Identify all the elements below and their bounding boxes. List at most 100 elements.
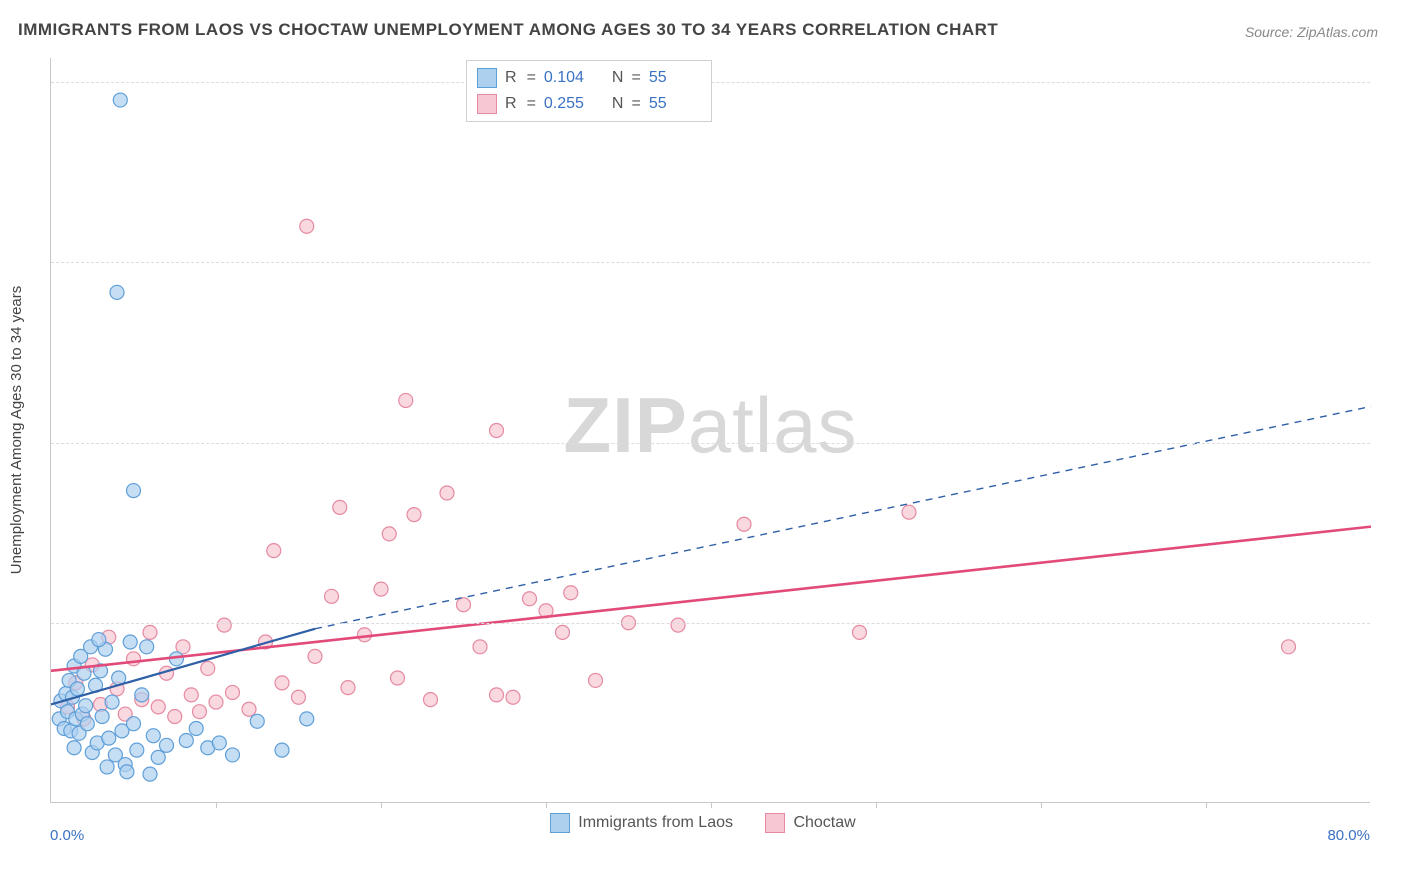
scatter-point-b (184, 688, 198, 702)
scatter-point-b (490, 688, 504, 702)
gridline-h (51, 623, 1370, 624)
scatter-point-a (212, 736, 226, 750)
scatter-point-a (140, 640, 154, 654)
scatter-point-b (1282, 640, 1296, 654)
n-label-a: N (612, 69, 624, 87)
scatter-point-a (250, 714, 264, 728)
scatter-point-a (113, 93, 127, 107)
r-label-a: R (505, 69, 517, 87)
scatter-point-b (333, 500, 347, 514)
y-tick-label: 60.0% (1380, 74, 1406, 91)
legend-bottom-swatch-a-icon (550, 813, 570, 833)
scatter-point-b (407, 508, 421, 522)
legend-swatch-a-icon (477, 68, 497, 88)
x-minor-tick (546, 802, 547, 808)
scatter-point-b (143, 625, 157, 639)
scatter-point-b (226, 685, 240, 699)
legend-bottom-item-b: Choctaw (765, 813, 855, 833)
x-minor-tick (711, 802, 712, 808)
scatter-point-a (135, 688, 149, 702)
scatter-point-b (490, 424, 504, 438)
scatter-point-b (374, 582, 388, 596)
scatter-point-a (179, 734, 193, 748)
scatter-point-a (127, 717, 141, 731)
gridline-h (51, 262, 1370, 263)
legend-bottom: Immigrants from Laos Choctaw (0, 813, 1406, 838)
legend-stats-box: R = 0.104 N = 55 R = 0.255 N = 55 (466, 60, 712, 122)
scatter-point-a (300, 712, 314, 726)
scatter-point-a (70, 682, 84, 696)
scatter-point-b (902, 505, 916, 519)
source-label: Source: ZipAtlas.com (1245, 24, 1378, 40)
x-minor-tick (1206, 802, 1207, 808)
scatter-point-b (424, 693, 438, 707)
y-tick-label: 45.0% (1380, 254, 1406, 271)
legend-stats-row-1: R = 0.104 N = 55 (477, 65, 701, 91)
scatter-point-b (391, 671, 405, 685)
n-label-b: N (612, 95, 624, 113)
r-label-b: R (505, 95, 517, 113)
n-value-b: 55 (649, 95, 701, 113)
scatter-point-b (341, 681, 355, 695)
scatter-point-b (382, 527, 396, 541)
trendline-b (51, 527, 1371, 671)
scatter-point-b (275, 676, 289, 690)
legend-bottom-label-b: Choctaw (793, 814, 855, 832)
scatter-point-a (79, 699, 93, 713)
scatter-point-a (102, 731, 116, 745)
scatter-point-a (120, 765, 134, 779)
gridline-h (51, 443, 1370, 444)
scatter-point-b (201, 661, 215, 675)
scatter-point-a (160, 738, 174, 752)
scatter-point-a (143, 767, 157, 781)
scatter-point-b (853, 625, 867, 639)
scatter-point-a (92, 633, 106, 647)
scatter-point-a (110, 285, 124, 299)
scatter-point-b (589, 673, 603, 687)
legend-bottom-label-a: Immigrants from Laos (578, 814, 733, 832)
scatter-point-a (226, 748, 240, 762)
scatter-point-b (127, 652, 141, 666)
scatter-point-b (168, 709, 182, 723)
legend-bottom-swatch-b-icon (765, 813, 785, 833)
scatter-point-a (80, 717, 94, 731)
scatter-point-b (267, 544, 281, 558)
y-axis-label: Unemployment Among Ages 30 to 34 years (8, 286, 25, 575)
scatter-point-a (275, 743, 289, 757)
legend-stats-row-2: R = 0.255 N = 55 (477, 91, 701, 117)
scatter-point-b (151, 700, 165, 714)
r-value-b: 0.255 (544, 95, 596, 113)
x-minor-tick (381, 802, 382, 808)
scatter-point-a (95, 709, 109, 723)
scatter-point-b (193, 705, 207, 719)
r-value-a: 0.104 (544, 69, 596, 87)
trendline-a-dashed (315, 406, 1371, 628)
scatter-point-b (671, 618, 685, 632)
scatter-point-b (523, 592, 537, 606)
scatter-point-b (399, 393, 413, 407)
scatter-point-a (100, 760, 114, 774)
scatter-point-b (473, 640, 487, 654)
scatter-point-b (209, 695, 223, 709)
scatter-point-b (217, 618, 231, 632)
scatter-point-a (123, 635, 137, 649)
scatter-point-b (308, 649, 322, 663)
scatter-point-b (325, 589, 339, 603)
chart-title: IMMIGRANTS FROM LAOS VS CHOCTAW UNEMPLOY… (18, 20, 998, 40)
scatter-point-b (292, 690, 306, 704)
scatter-point-b (242, 702, 256, 716)
scatter-point-b (457, 598, 471, 612)
scatter-point-b (737, 517, 751, 531)
scatter-point-a (146, 729, 160, 743)
y-tick-label: 30.0% (1380, 434, 1406, 451)
legend-swatch-b-icon (477, 94, 497, 114)
scatter-point-b (300, 219, 314, 233)
x-minor-tick (1041, 802, 1042, 808)
scatter-point-a (130, 743, 144, 757)
scatter-point-a (151, 750, 165, 764)
scatter-point-b (564, 586, 578, 600)
y-tick-label: 15.0% (1380, 614, 1406, 631)
scatter-point-a (67, 741, 81, 755)
n-value-a: 55 (649, 69, 701, 87)
scatter-point-b (506, 690, 520, 704)
